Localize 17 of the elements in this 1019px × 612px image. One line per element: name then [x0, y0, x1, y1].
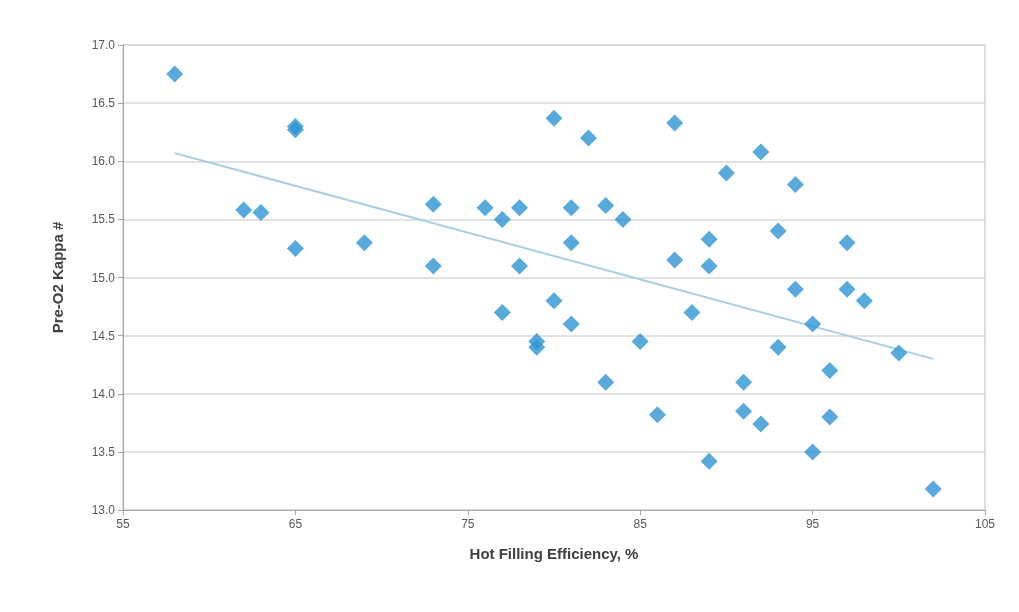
x-tick-label: 85 — [633, 517, 648, 531]
x-tick-label: 95 — [805, 517, 820, 531]
y-tick-label: 13.0 — [91, 503, 116, 517]
y-tick-label: 14.0 — [91, 386, 116, 401]
x-tick-label: 55 — [116, 517, 130, 531]
y-tick-label: 17.0 — [91, 38, 116, 52]
y-tick-label: 15.0 — [91, 270, 116, 285]
x-axis-title: Hot Filling Efficiency, % — [469, 545, 639, 562]
y-tick-label: 13.5 — [91, 444, 116, 459]
y-axis-title: Pre-O2 Kappa # — [49, 220, 66, 334]
y-tick-label: 14.5 — [91, 328, 116, 343]
y-tick-label: 16.0 — [91, 154, 116, 169]
x-tick-label: 105 — [974, 517, 996, 531]
x-tick-label: 65 — [288, 517, 303, 531]
y-tick-label: 15.5 — [91, 212, 116, 227]
y-tick-label: 16.5 — [91, 96, 116, 111]
x-tick-label: 75 — [461, 517, 475, 531]
